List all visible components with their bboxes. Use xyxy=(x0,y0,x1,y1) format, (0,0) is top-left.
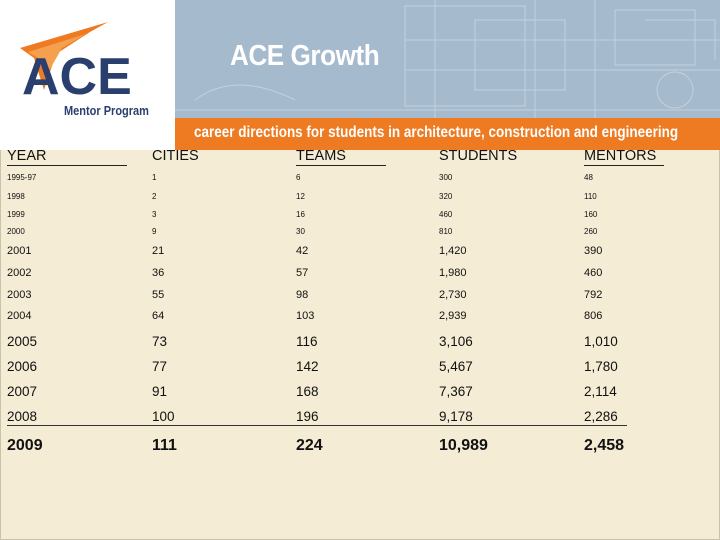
cell-year: 2006 xyxy=(7,359,38,374)
cell-cities: 111 xyxy=(152,437,177,454)
cell-mentors: 806 xyxy=(584,310,603,322)
cell-mentors: 792 xyxy=(584,289,603,301)
cell-cities: 100 xyxy=(152,409,175,424)
cell-teams: 12 xyxy=(296,192,305,201)
cell-students: 5,467 xyxy=(439,359,473,374)
cell-students: 1,980 xyxy=(439,267,467,279)
cell-cities: 55 xyxy=(152,289,165,301)
cell-cities: 77 xyxy=(152,359,168,374)
cell-mentors: 260 xyxy=(584,227,598,236)
header-year: YEAR xyxy=(7,148,47,164)
cell-year: 1999 xyxy=(7,210,25,219)
cell-cities: 36 xyxy=(152,267,165,279)
cell-cities: 64 xyxy=(152,310,165,322)
cell-students: 9,178 xyxy=(439,409,473,424)
table-row-highlight: 2009 111 224 10,989 2,458 xyxy=(0,437,720,459)
cell-cities: 91 xyxy=(152,384,168,399)
table-row: 2006 77 142 5,467 1,780 xyxy=(0,359,720,377)
cell-mentors: 2,286 xyxy=(584,409,618,424)
header-banner: ACE Growth career directions for student… xyxy=(175,0,720,150)
tagline-bar: career directions for students in archit… xyxy=(175,118,720,150)
cell-mentors: 2,458 xyxy=(584,437,625,454)
cell-students: 7,367 xyxy=(439,384,473,399)
cell-teams: 98 xyxy=(296,289,309,301)
cell-cities: 73 xyxy=(152,334,168,349)
cell-year: 2002 xyxy=(7,267,32,279)
header-rule xyxy=(296,165,386,166)
header-cities: CITIES xyxy=(152,148,199,164)
header-mentors: MENTORS xyxy=(584,148,657,164)
blueprint-background-icon xyxy=(175,0,720,118)
logo-area: ACE Mentor Program xyxy=(0,0,175,150)
table-row: 2000 9 30 810 260 xyxy=(0,227,720,241)
table-row: 2004 64 103 2,939 806 xyxy=(0,310,720,326)
banner-title: ACE Growth xyxy=(230,40,380,72)
cell-teams: 57 xyxy=(296,267,309,279)
cell-teams: 168 xyxy=(296,384,319,399)
cell-mentors: 460 xyxy=(584,267,603,279)
cell-teams: 6 xyxy=(296,173,301,182)
cell-year: 2000 xyxy=(7,227,25,236)
cell-cities: 1 xyxy=(152,173,157,182)
cell-mentors: 160 xyxy=(584,210,598,219)
logo-subtitle: Mentor Program xyxy=(64,104,149,118)
tagline-text: career directions for students in archit… xyxy=(194,124,679,141)
table-row: 1998 2 12 320 110 xyxy=(0,192,720,206)
cell-students: 460 xyxy=(439,210,453,219)
table-header: YEAR CITIES TEAMS STUDENTS MENTORS xyxy=(0,148,720,166)
cell-year: 2005 xyxy=(7,334,38,349)
header-students: STUDENTS xyxy=(439,148,518,164)
cell-year: 2001 xyxy=(7,245,32,257)
cell-year: 2007 xyxy=(7,384,38,399)
cell-cities: 3 xyxy=(152,210,157,219)
cell-mentors: 1,780 xyxy=(584,359,618,374)
cell-students: 3,106 xyxy=(439,334,473,349)
cell-students: 810 xyxy=(439,227,453,236)
cell-year: 1998 xyxy=(7,192,25,201)
cell-teams: 142 xyxy=(296,359,319,374)
cell-teams: 16 xyxy=(296,210,305,219)
table-row: 2002 36 57 1,980 460 xyxy=(0,267,720,283)
cell-teams: 116 xyxy=(296,334,318,349)
header-rule xyxy=(584,165,664,166)
cell-year: 2008 xyxy=(7,409,38,424)
table-row: 2008 100 196 9,178 2,286 xyxy=(0,409,720,427)
header-rule xyxy=(7,165,127,166)
table-row: 1999 3 16 460 160 xyxy=(0,210,720,224)
cell-year: 2003 xyxy=(7,289,32,301)
cell-students: 10,989 xyxy=(439,437,488,454)
cell-mentors: 48 xyxy=(584,173,593,182)
cell-mentors: 2,114 xyxy=(584,384,617,399)
cell-year: 2009 xyxy=(7,437,43,454)
cell-mentors: 110 xyxy=(584,192,597,201)
cell-cities: 9 xyxy=(152,227,157,236)
cell-students: 1,420 xyxy=(439,245,467,257)
cell-students: 2,730 xyxy=(439,289,467,301)
cell-students: 300 xyxy=(439,173,453,182)
logo-mark: ACE xyxy=(22,48,132,106)
header-teams: TEAMS xyxy=(296,148,346,164)
cell-cities: 2 xyxy=(152,192,157,201)
cell-mentors: 390 xyxy=(584,245,603,257)
ace-logo-icon: ACE xyxy=(20,22,132,106)
cell-students: 2,939 xyxy=(439,310,467,322)
total-rule xyxy=(7,425,627,426)
cell-teams: 224 xyxy=(296,437,323,454)
table-row: 1995-97 1 6 300 48 xyxy=(0,173,720,187)
cell-teams: 196 xyxy=(296,409,319,424)
cell-year: 2004 xyxy=(7,310,32,322)
table-row: 2007 91 168 7,367 2,114 xyxy=(0,384,720,402)
cell-students: 320 xyxy=(439,192,453,201)
cell-teams: 42 xyxy=(296,245,309,257)
cell-cities: 21 xyxy=(152,245,165,257)
table-row: 2005 73 116 3,106 1,010 xyxy=(0,334,720,352)
table-row: 2003 55 98 2,730 792 xyxy=(0,289,720,305)
cell-mentors: 1,010 xyxy=(584,334,618,349)
cell-teams: 30 xyxy=(296,227,305,236)
cell-year: 1995-97 xyxy=(7,173,37,182)
table-row: 2001 21 42 1,420 390 xyxy=(0,245,720,261)
cell-teams: 103 xyxy=(296,310,315,322)
